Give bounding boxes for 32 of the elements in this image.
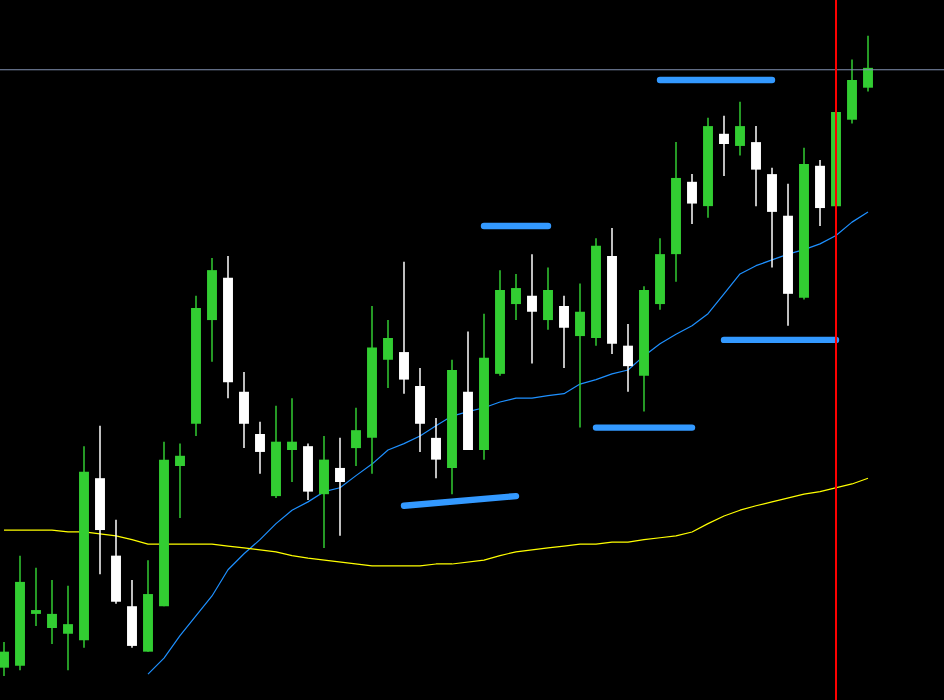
candlestick	[399, 261, 409, 395]
candlestick	[0, 641, 9, 677]
candlestick	[63, 584, 73, 671]
candlestick	[559, 294, 569, 369]
candlestick	[719, 115, 729, 177]
candlestick	[543, 266, 553, 331]
candlestick	[623, 323, 633, 393]
candlestick	[351, 407, 361, 467]
candlestick	[47, 579, 57, 645]
candlestick	[511, 273, 521, 321]
candlestick	[415, 367, 425, 453]
candlestick	[287, 397, 297, 483]
candlestick	[767, 166, 777, 269]
candlestick	[111, 519, 121, 605]
candlestick	[575, 282, 585, 429]
candlestick	[319, 435, 329, 549]
candlestick	[127, 579, 137, 649]
candlestick	[335, 437, 345, 537]
candlestick	[751, 125, 761, 207]
candlestick	[303, 442, 313, 501]
candlestick	[239, 371, 249, 449]
candlestick	[431, 417, 441, 479]
candlestick	[527, 253, 537, 365]
candlestick	[735, 101, 745, 157]
candlestick	[255, 421, 265, 475]
candlestick	[847, 58, 857, 125]
candlestick	[31, 567, 41, 627]
candlestick	[383, 319, 393, 389]
candlestick	[687, 173, 697, 225]
candlestick	[863, 35, 873, 93]
candlestick	[815, 159, 825, 227]
candlestick	[175, 442, 185, 519]
